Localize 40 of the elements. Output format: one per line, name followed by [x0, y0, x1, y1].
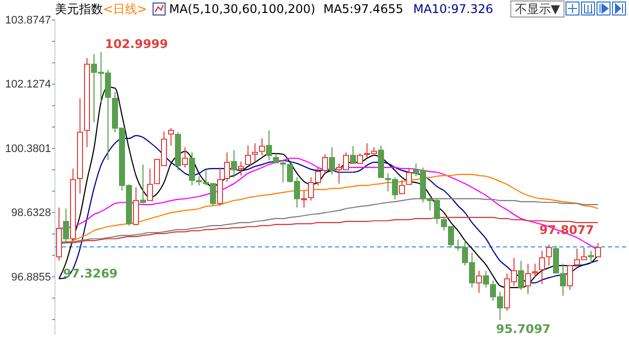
candlestick	[147, 168, 153, 202]
candlestick	[399, 180, 405, 194]
candlestick	[168, 128, 174, 146]
candlestick	[238, 161, 244, 176]
text: MA10:97.326	[413, 2, 494, 16]
candlestick	[350, 146, 356, 164]
text: 不显示▼	[514, 2, 561, 16]
candlestick	[322, 154, 328, 174]
y-tick-label: 100.3801	[5, 142, 51, 155]
candlestick	[231, 150, 237, 178]
candlestick	[301, 190, 307, 208]
candlestick	[133, 186, 139, 226]
candlestick	[245, 144, 251, 166]
candlestick	[518, 260, 524, 290]
candlestick	[266, 130, 272, 162]
candlestick	[588, 250, 594, 264]
candlestick	[140, 164, 146, 204]
candlestick	[357, 153, 363, 164]
candlestick	[217, 166, 223, 206]
candlestick	[182, 146, 188, 168]
candlestick	[259, 138, 265, 156]
candlestick	[329, 146, 335, 175]
chart-subtitle: <日线>	[103, 2, 148, 16]
y-tick-label: 102.1274	[5, 78, 51, 91]
candlestick	[476, 270, 482, 294]
annotation: 95.7097	[496, 322, 551, 336]
candlestick	[546, 244, 552, 266]
candlestick	[63, 208, 69, 244]
candlestick	[539, 250, 545, 284]
candlestick	[595, 242, 601, 258]
y-tick-label: 98.6328	[11, 207, 51, 220]
text: MA5:97.4655	[323, 2, 404, 16]
text: MA(5,10,30,60,100,200)	[169, 2, 316, 16]
candlestick	[406, 168, 412, 185]
y-tick-label: 96.8855	[11, 271, 51, 284]
y-tick-label: 103.8747	[5, 14, 51, 27]
annotation: 102.9999	[105, 37, 168, 52]
candlestick	[224, 152, 230, 182]
chart-title: 美元指数	[55, 2, 103, 16]
candlestick	[252, 142, 258, 162]
